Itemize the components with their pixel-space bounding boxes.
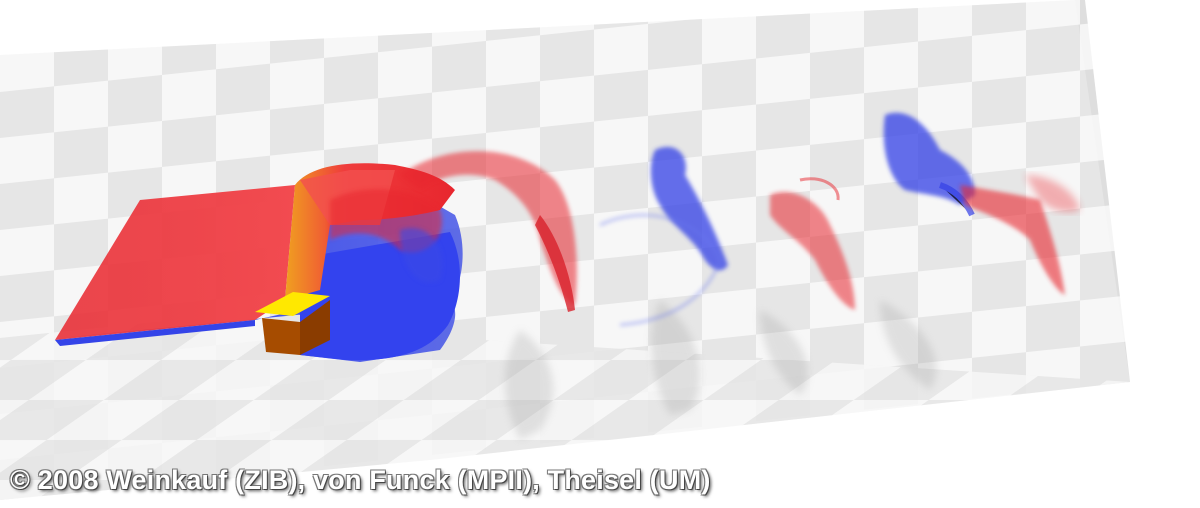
cuboid-obstacle-with-vortex-sheet bbox=[55, 163, 463, 362]
floor-plane bbox=[0, 320, 1130, 500]
blue-vortex-1 bbox=[599, 146, 728, 327]
cuboid-top-face bbox=[255, 292, 330, 316]
blue-vortex-2 bbox=[883, 112, 975, 217]
cuboid-front-face bbox=[262, 318, 300, 355]
copyright-caption: © 2008 Weinkauf (ZIB), von Funck (MPII),… bbox=[10, 465, 711, 495]
red-vortex-3 bbox=[960, 175, 1080, 295]
red-vortex-arch bbox=[400, 151, 577, 312]
floor-reflections bbox=[505, 300, 937, 440]
red-vortex-2 bbox=[770, 177, 855, 310]
